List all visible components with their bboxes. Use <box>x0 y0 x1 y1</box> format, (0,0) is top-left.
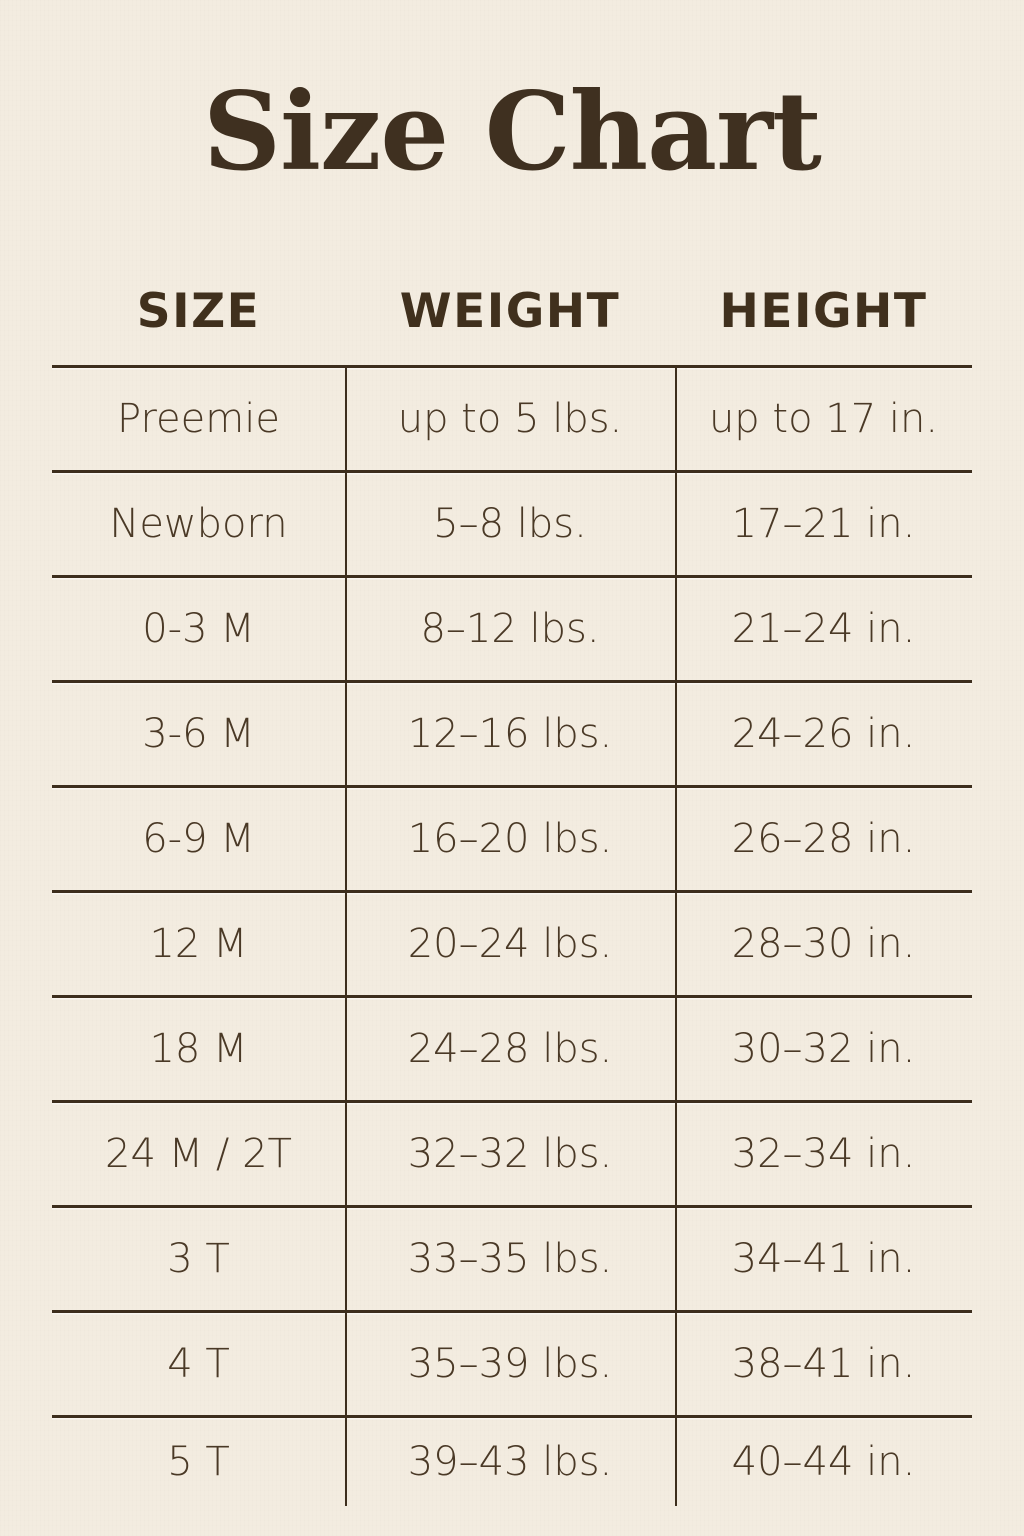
cell-height: 40–44 in. <box>675 1418 972 1506</box>
cell-weight: 8–12 lbs. <box>345 578 675 680</box>
cell-height: 28–30 in. <box>675 893 972 995</box>
size-chart-table: SIZE WEIGHT HEIGHT Preemie up to 5 lbs. … <box>52 272 972 1506</box>
table-rule <box>52 1415 972 1418</box>
cell-size: 24 M / 2T <box>105 1131 292 1177</box>
cell-weight: 24–28 lbs. <box>345 998 675 1100</box>
cell-size: 4 T <box>167 1341 230 1387</box>
table-rule <box>52 1100 972 1103</box>
cell-height: 21–24 in. <box>675 578 972 680</box>
cell-weight: 39–43 lbs. <box>345 1418 675 1506</box>
cell-weight: up to 5 lbs. <box>345 368 675 470</box>
table-row: 3 T 33–35 lbs. 34–41 in. <box>52 1208 972 1310</box>
cell-weight: 12–16 lbs. <box>345 683 675 785</box>
cell-size: Newborn <box>109 501 288 547</box>
cell-weight: 35–39 lbs. <box>345 1313 675 1415</box>
table-row: 5 T 39–43 lbs. 40–44 in. <box>52 1418 972 1506</box>
column-header-weight: WEIGHT <box>399 284 621 339</box>
table-rule <box>52 1205 972 1208</box>
cell-weight: 16–20 lbs. <box>345 788 675 890</box>
table-row: Preemie up to 5 lbs. up to 17 in. <box>52 368 972 470</box>
table-rule <box>52 1310 972 1313</box>
table-row: Newborn 5–8 lbs. 17–21 in. <box>52 473 972 575</box>
cell-weight: 33–35 lbs. <box>345 1208 675 1310</box>
table-rule <box>52 890 972 893</box>
table-rule <box>52 470 972 473</box>
table-row: 12 M 20–24 lbs. 28–30 in. <box>52 893 972 995</box>
table-row: 3-6 M 12–16 lbs. 24–26 in. <box>52 683 972 785</box>
cell-weight: 32–32 lbs. <box>345 1103 675 1205</box>
cell-height: 34–41 in. <box>675 1208 972 1310</box>
cell-weight: 20–24 lbs. <box>345 893 675 995</box>
cell-height: 32–34 in. <box>675 1103 972 1205</box>
cell-height: 38–41 in. <box>675 1313 972 1415</box>
cell-height: up to 17 in. <box>675 368 972 470</box>
table-row: 24 M / 2T 32–32 lbs. 32–34 in. <box>52 1103 972 1205</box>
cell-size: 6-9 M <box>142 816 255 862</box>
cell-weight: 5–8 lbs. <box>345 473 675 575</box>
cell-height: 26–28 in. <box>675 788 972 890</box>
cell-size: 3-6 M <box>142 711 255 757</box>
table-header-row: SIZE WEIGHT HEIGHT <box>52 272 972 365</box>
table-rule <box>52 995 972 998</box>
table-rule <box>52 575 972 578</box>
column-header-height: HEIGHT <box>719 284 928 339</box>
cell-size: 0-3 M <box>142 606 255 652</box>
cell-height: 17–21 in. <box>675 473 972 575</box>
cell-size: 18 M <box>149 1026 248 1072</box>
table-row: 18 M 24–28 lbs. 30–32 in. <box>52 998 972 1100</box>
cell-size: 3 T <box>167 1236 230 1282</box>
cell-size: 5 T <box>167 1439 230 1485</box>
table-rule <box>52 785 972 788</box>
page-title: Size Chart <box>203 69 822 195</box>
cell-height: 24–26 in. <box>675 683 972 785</box>
column-header-size: SIZE <box>136 284 261 339</box>
cell-size: Preemie <box>117 396 280 442</box>
cell-size: 12 M <box>149 921 248 967</box>
table-row: 6-9 M 16–20 lbs. 26–28 in. <box>52 788 972 890</box>
cell-height: 30–32 in. <box>675 998 972 1100</box>
table-rule <box>52 680 972 683</box>
table-row: 0-3 M 8–12 lbs. 21–24 in. <box>52 578 972 680</box>
table-row: 4 T 35–39 lbs. 38–41 in. <box>52 1313 972 1415</box>
table-rule <box>52 365 972 368</box>
